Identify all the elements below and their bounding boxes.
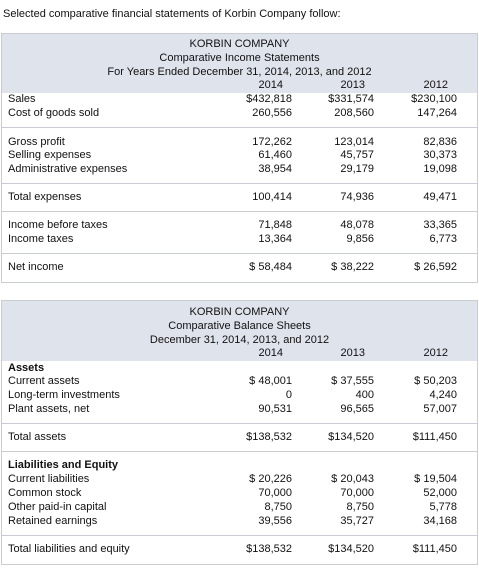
statement-title: KORBIN COMPANY (189, 38, 290, 50)
cell-value: $ 19,504 (414, 473, 457, 485)
cell-value: $ 38,222 (331, 261, 374, 273)
cell-value: 147,264 (417, 107, 457, 119)
year-header: 2012 (423, 347, 448, 359)
row-label: Total assets (8, 431, 67, 443)
row-label: Administrative expenses (8, 163, 128, 175)
row-label: Sales (8, 93, 36, 105)
row-label: Selling expenses (8, 149, 92, 161)
cell-value: $331,574 (328, 93, 374, 105)
cell-value: 208,560 (334, 107, 374, 119)
row-label: Income taxes (8, 233, 74, 245)
cell-value: $134,520 (328, 543, 374, 555)
cell-value: $ 50,203 (414, 375, 457, 387)
statement-title: December 31, 2014, 2013, and 2012 (149, 334, 330, 346)
cell-value: 4,240 (429, 389, 457, 401)
section-heading: Assets (8, 362, 45, 374)
cell-value: 70,000 (340, 487, 374, 499)
statement-title: Comparative Balance Sheets (168, 320, 311, 332)
cell-value: $138,532 (246, 543, 292, 555)
year-header: 2013 (340, 79, 365, 91)
section-heading: Liabilities and Equity (8, 459, 119, 471)
cell-value: 61,460 (258, 149, 292, 161)
cell-value: $ 37,555 (331, 375, 374, 387)
cell-value: 19,098 (423, 163, 457, 175)
cell-value: 82,836 (423, 136, 457, 148)
year-header: 2013 (340, 347, 365, 359)
row-rule (2, 127, 477, 128)
row-rule (2, 211, 477, 212)
cell-value: 33,365 (423, 219, 457, 231)
cell-value: 9,856 (346, 233, 374, 245)
row-label: Gross profit (8, 136, 65, 148)
cell-value: 71,848 (258, 219, 292, 231)
header-band (2, 301, 477, 361)
statement-title: Comparative Income Statements (159, 52, 320, 64)
cell-value: $134,520 (328, 431, 374, 443)
cell-value: 5,778 (429, 501, 457, 513)
cell-value: $111,450 (412, 431, 457, 443)
statement-title: KORBIN COMPANY (189, 306, 290, 318)
cell-value: 30,373 (423, 149, 457, 161)
cell-value: 90,531 (258, 403, 292, 415)
row-rule (2, 183, 477, 184)
cell-value: 38,954 (258, 163, 292, 175)
cell-value: $ 26,592 (414, 261, 457, 273)
cell-value: 52,000 (423, 487, 457, 499)
year-header: 2014 (258, 347, 283, 359)
statement-title: For Years Ended December 31, 2014, 2013,… (107, 66, 372, 78)
cell-value: $ 20,043 (331, 473, 374, 485)
row-rule (2, 451, 477, 452)
cell-value: $432,818 (246, 93, 292, 105)
row-label: Income before taxes (8, 219, 108, 231)
row-label: Common stock (8, 487, 82, 499)
cell-value: 49,471 (423, 191, 457, 203)
intro: Selected comparative financial statement… (3, 8, 341, 20)
cell-value: 260,556 (252, 107, 292, 119)
row-rule (2, 253, 477, 254)
row-label: Other paid-in capital (8, 501, 107, 513)
cell-value: 400 (355, 389, 374, 401)
row-label: Current assets (8, 375, 80, 387)
cell-value: 48,078 (340, 219, 374, 231)
cell-value: 70,000 (258, 487, 292, 499)
cell-value: 6,773 (429, 233, 457, 245)
cell-value: $ 20,226 (249, 473, 292, 485)
cell-value: 172,262 (252, 136, 292, 148)
cell-value: 39,556 (258, 515, 292, 527)
cell-value: 8,750 (264, 501, 292, 513)
cell-value: $138,532 (246, 431, 292, 443)
cell-value: 13,364 (258, 233, 292, 245)
row-label: Retained earnings (8, 515, 98, 527)
cell-value: 96,565 (340, 403, 374, 415)
row-label: Current liabilities (8, 473, 90, 485)
cell-value: 45,757 (340, 149, 374, 161)
row-rule (2, 423, 477, 424)
cell-value: $111,450 (412, 543, 457, 555)
row-label: Plant assets, net (8, 403, 90, 415)
row-label: Total expenses (8, 191, 82, 203)
year-header: 2014 (258, 79, 283, 91)
cell-value: $ 58,484 (249, 261, 292, 273)
cell-value: 35,727 (340, 515, 374, 527)
row-label: Net income (8, 261, 64, 273)
row-label: Total liabilities and equity (8, 543, 130, 555)
cell-value: 0 (285, 389, 292, 401)
cell-value: 34,168 (423, 515, 457, 527)
year-header: 2012 (423, 79, 448, 91)
row-label: Cost of goods sold (8, 107, 100, 119)
cell-value: 29,179 (340, 163, 374, 175)
cell-value: $ 48,001 (249, 375, 292, 387)
row-rule (2, 535, 477, 536)
cell-value: 57,007 (423, 403, 457, 415)
cell-value: 123,014 (334, 136, 374, 148)
row-label: Long-term investments (8, 389, 120, 401)
cell-value: 8,750 (346, 501, 374, 513)
cell-value: 74,936 (340, 191, 374, 203)
header-band (2, 34, 477, 93)
cell-value: $230,100 (411, 93, 457, 105)
cell-value: 100,414 (252, 191, 292, 203)
